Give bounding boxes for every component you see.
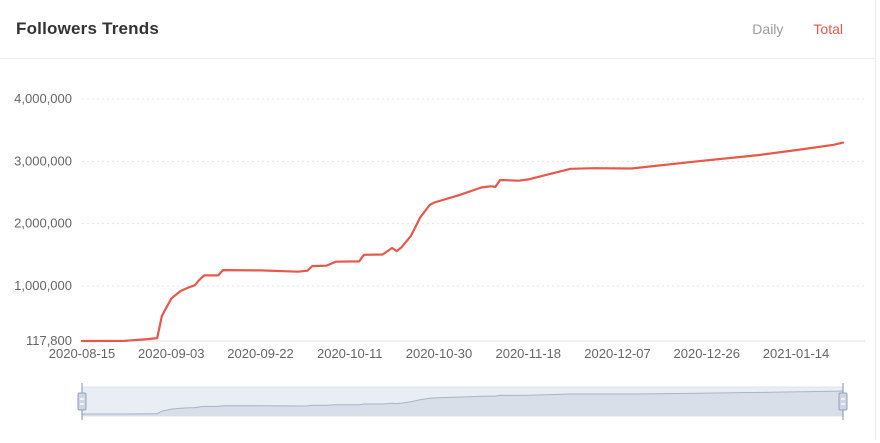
x-tick-label: 2020-09-22: [227, 346, 294, 361]
chart-area: 117,800 1,000,000 2,000,000 3,000,000 4,000,…: [0, 59, 880, 439]
y-tick-label: 117,800: [26, 333, 72, 348]
tab-total[interactable]: Total: [813, 21, 843, 37]
datazoom-data-shadow: [82, 390, 844, 416]
y-tick-label: 3,000,000: [14, 153, 72, 168]
y-tick-label: 4,000,000: [14, 91, 72, 106]
x-tick-label: 2020-12-26: [674, 346, 741, 361]
datazoom-left-handle[interactable]: [77, 383, 87, 420]
x-tick-label: 2020-10-30: [406, 346, 473, 361]
x-tick-label: 2021-01-14: [763, 346, 830, 361]
datazoom-right-handle[interactable]: [838, 383, 848, 420]
x-tick-label: 2020-08-15: [49, 346, 116, 361]
card-header: Followers Trends Daily Total: [0, 0, 875, 59]
tab-daily[interactable]: Daily: [752, 21, 784, 37]
y-axis-labels: 117,800 1,000,000 2,000,000 3,000,000 4,000,…: [14, 91, 72, 348]
series-line: [80, 141, 845, 343]
x-tick-label: 2020-09-03: [138, 346, 205, 361]
y-tick-label: 2,000,000: [14, 216, 72, 231]
x-tick-label: 2020-10-11: [317, 346, 383, 361]
x-tick-label: 2020-12-07: [584, 346, 651, 361]
followers-line-chart: 117,800 1,000,000 2,000,000 3,000,000 4,000,…: [14, 91, 865, 420]
x-axis-labels: 2020-08-15 2020-09-03 2020-09-22 2020-10-11…: [49, 346, 830, 361]
gridlines: [82, 98, 865, 342]
period-toggle: Daily Total: [752, 21, 843, 37]
y-tick-label: 1,000,000: [14, 278, 72, 293]
page-title: Followers Trends: [16, 19, 160, 38]
datazoom-handles[interactable]: [77, 383, 848, 420]
x-tick-label: 2020-11-18: [495, 346, 561, 361]
